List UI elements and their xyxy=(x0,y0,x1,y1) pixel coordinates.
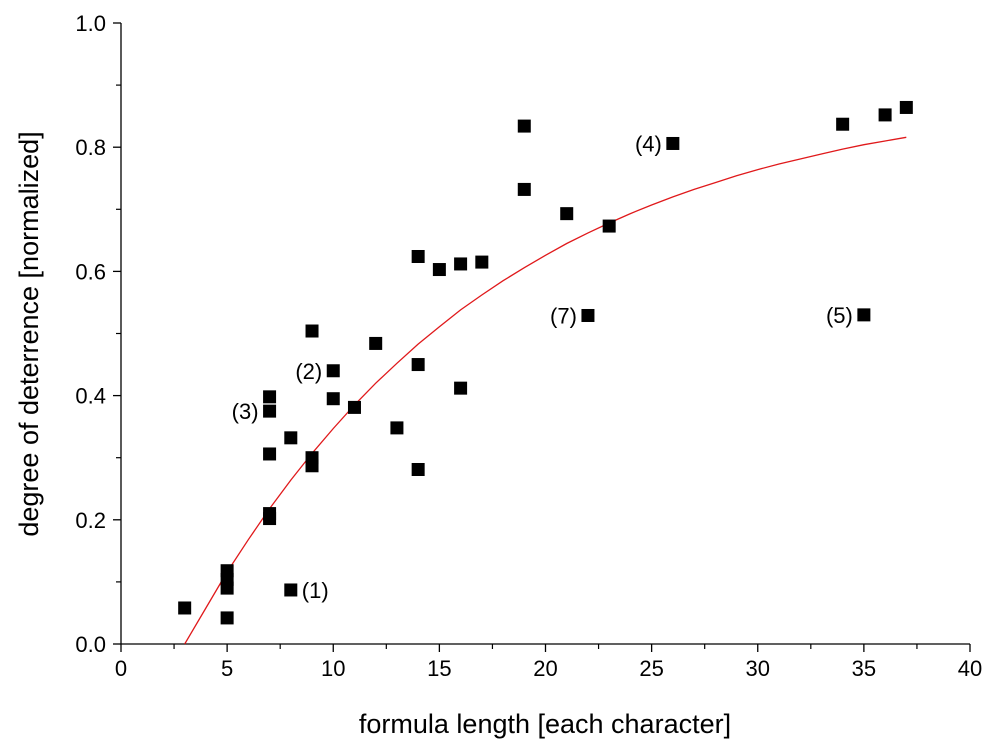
point-annotation: (7) xyxy=(550,303,577,328)
data-point xyxy=(305,324,319,338)
data-point xyxy=(305,459,319,473)
data-point xyxy=(220,581,234,595)
data-point xyxy=(263,512,277,526)
y-tick-label: 0.0 xyxy=(75,632,106,657)
y-axis-title: degree of deterrence [normalized] xyxy=(14,131,44,536)
axes: 0 5 10 15 20 25 30 35 40 0.0 0.2 0.4 0.6 0.8 1.0 xyxy=(75,11,982,681)
data-point xyxy=(284,583,298,597)
data-point xyxy=(836,117,850,131)
annotations-layer: (1) (2) (3) (4) (5) (7) xyxy=(232,131,853,602)
fit-curve xyxy=(184,136,907,645)
data-point xyxy=(263,404,277,418)
x-axis-title: formula length [each character] xyxy=(359,709,731,739)
data-point xyxy=(581,308,595,322)
data-point xyxy=(517,119,531,133)
point-annotation: (1) xyxy=(302,578,329,603)
data-point xyxy=(411,462,425,476)
data-point xyxy=(347,400,361,414)
y-tick-label: 0.2 xyxy=(75,508,106,533)
data-point xyxy=(899,100,913,114)
data-point xyxy=(263,390,277,404)
y-tick-label: 0.8 xyxy=(75,135,106,160)
data-point xyxy=(666,136,680,150)
data-point xyxy=(454,257,468,271)
x-tick-label: 0 xyxy=(115,656,127,681)
data-point xyxy=(220,611,234,625)
point-annotation: (2) xyxy=(295,359,322,384)
data-point xyxy=(326,364,340,378)
data-point xyxy=(857,308,871,322)
data-point xyxy=(178,601,192,615)
data-point xyxy=(369,336,383,350)
data-point xyxy=(560,207,574,221)
data-point xyxy=(432,263,446,277)
data-point xyxy=(390,421,404,435)
data-point xyxy=(878,108,892,122)
data-point xyxy=(411,249,425,263)
data-points-layer xyxy=(178,100,913,625)
x-tick-label: 10 xyxy=(321,656,345,681)
x-tick-label: 20 xyxy=(533,656,557,681)
y-tick-label: 1.0 xyxy=(75,11,106,36)
x-tick-label: 25 xyxy=(639,656,663,681)
fit-curve-layer xyxy=(184,136,907,645)
x-tick-label: 35 xyxy=(852,656,876,681)
data-point xyxy=(326,392,340,406)
data-point xyxy=(284,431,298,445)
point-annotation: (5) xyxy=(826,303,853,328)
data-point xyxy=(517,182,531,196)
data-point xyxy=(263,447,277,461)
x-tick-label: 5 xyxy=(221,656,233,681)
x-tick-label: 40 xyxy=(958,656,982,681)
point-annotation: (3) xyxy=(232,399,259,424)
point-annotation: (4) xyxy=(635,131,662,156)
data-point xyxy=(602,219,616,233)
data-point xyxy=(475,255,489,269)
data-point xyxy=(454,381,468,395)
x-tick-label: 30 xyxy=(746,656,770,681)
y-tick-label: 0.4 xyxy=(75,384,106,409)
x-tick-label: 15 xyxy=(427,656,451,681)
data-point xyxy=(411,358,425,372)
y-tick-label: 0.6 xyxy=(75,259,106,284)
